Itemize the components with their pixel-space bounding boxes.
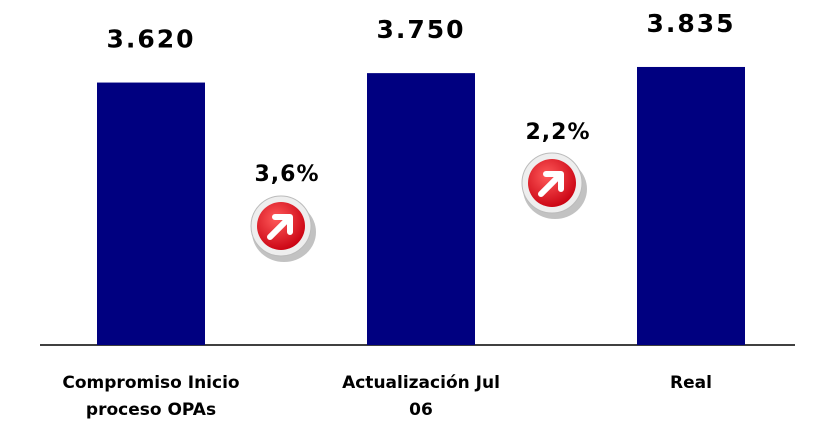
value-label: 3.620	[106, 25, 195, 54]
growth-icon	[521, 152, 587, 219]
annotation: 2,2%	[525, 120, 590, 145]
x-tick-label: Compromiso Inicio	[62, 373, 239, 393]
annotation: 3,6%	[254, 162, 319, 187]
bar	[367, 73, 475, 345]
bar	[97, 82, 205, 346]
bar	[637, 66, 745, 346]
value-label: 3.750	[376, 15, 465, 44]
value-label: 3.835	[646, 9, 735, 38]
x-tick-label: proceso OPAs	[86, 400, 216, 420]
growth-icon	[250, 195, 316, 262]
x-tick-label: Actualización Jul	[342, 373, 500, 393]
x-tick-label: 06	[409, 400, 433, 420]
x-tick-label: Real	[670, 373, 712, 393]
